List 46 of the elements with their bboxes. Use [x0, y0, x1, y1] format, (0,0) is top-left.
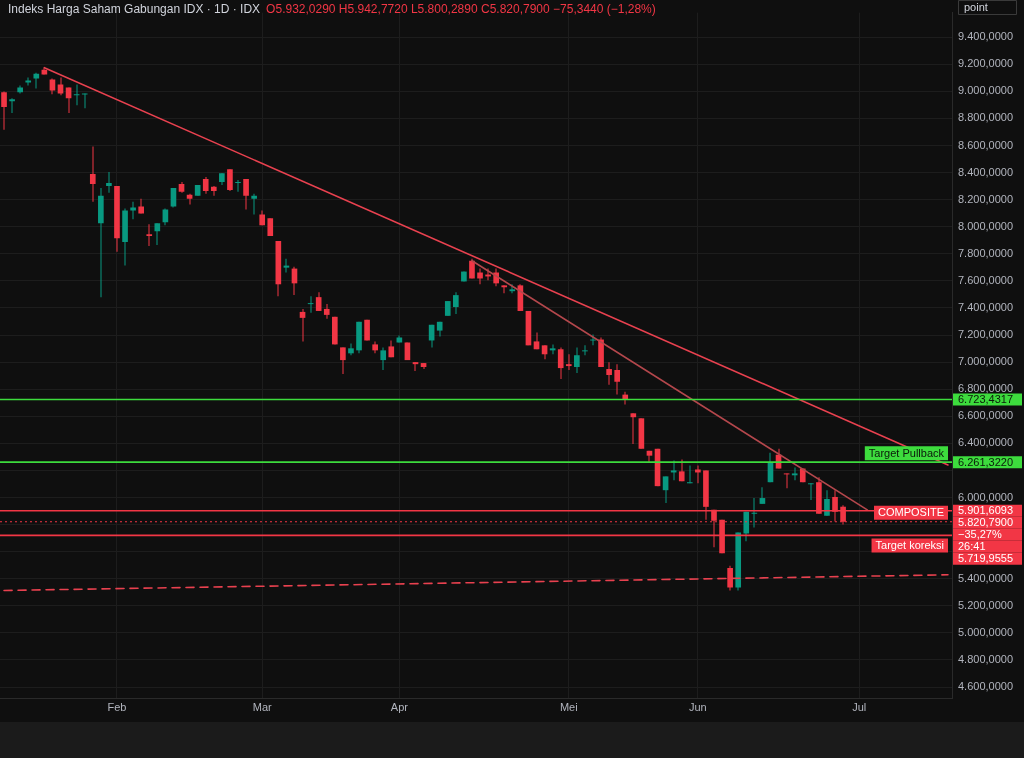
y-tick-label: 4.800,0000 [958, 652, 1014, 665]
y-tick-label: 8.600,0000 [958, 138, 1014, 151]
ref-line-label: COMPOSITE [877, 506, 945, 519]
y-tick-label: 4.600,0000 [958, 680, 1014, 693]
y-tick-label: 6.400,0000 [958, 436, 1014, 449]
text: 5.719,9555 [958, 552, 1014, 565]
text: 6.723,4317 [958, 393, 1014, 406]
candlestick [582, 345, 588, 356]
chart-subtitle: O5.932,0290 H5.942,7720 L5.800,2890 C5.820,7900 −75,3440 (−1,28%) [266, 2, 656, 17]
ref-line-label: Target Pullback [868, 446, 945, 459]
y-tick-label: 5.200,0000 [958, 598, 1014, 611]
candlestick [81, 93, 88, 109]
text: 26:41 [958, 540, 986, 553]
y-tick-label: 8.000,0000 [958, 219, 1014, 232]
y-tick-label: 7.600,0000 [958, 273, 1014, 286]
y-tick-label: 8.400,0000 [958, 165, 1014, 178]
y-tick-label: 6.800,0000 [958, 382, 1014, 395]
text: 6.261,3220 [958, 455, 1014, 468]
candlestick [146, 224, 153, 246]
y-tick-label: 9.400,0000 [958, 30, 1014, 43]
y-tick-label: 7.000,0000 [958, 355, 1014, 368]
y-tick-label: 9.200,0000 [958, 57, 1014, 70]
candlestick [235, 180, 241, 192]
y-tick-label: 9.000,0000 [958, 84, 1014, 97]
y-axis-title: point [964, 1, 988, 14]
y-tick-label: 6.000,0000 [958, 490, 1014, 503]
y-tick-label: 7.800,0000 [958, 246, 1014, 259]
y-tick-label: 5.400,0000 [958, 571, 1014, 584]
text: 5.820,7900 [958, 516, 1014, 529]
x-tick-label: Mei [559, 701, 578, 714]
x-tick-label: Mar [252, 701, 273, 714]
x-tick-label: Apr [390, 701, 409, 714]
chart-title: Indeks Harga Saham Gabungan IDX · 1D · IDX [8, 2, 261, 17]
ref-line-label: Target koreksi [875, 538, 945, 551]
y-tick-label: 8.800,0000 [958, 111, 1014, 124]
y-tick-label: 7.400,0000 [958, 301, 1014, 314]
text: 5.901,6093 [958, 504, 1014, 517]
y-tick-label: 6.600,0000 [958, 409, 1014, 422]
x-tick-label: Jun [688, 701, 707, 714]
x-tick-label: Feb [107, 701, 127, 714]
text: −35,27% [958, 528, 1002, 541]
x-tick-label: Jul [852, 701, 867, 714]
y-tick-label: 7.200,0000 [958, 328, 1014, 341]
y-tick-label: 5.000,0000 [958, 625, 1014, 638]
candlestick [807, 483, 814, 500]
y-tick-label: 8.200,0000 [958, 192, 1014, 205]
